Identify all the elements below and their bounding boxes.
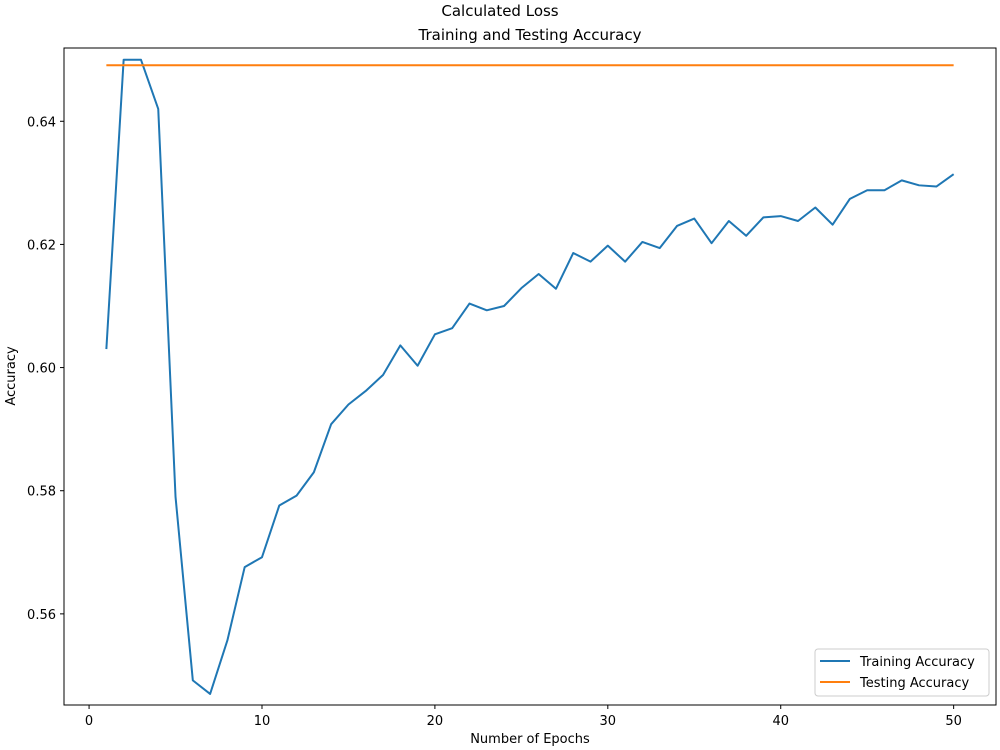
x-tick-label: 40: [772, 714, 789, 729]
x-tick-label: 30: [600, 714, 617, 729]
legend-label-testing: Testing Accuracy: [859, 676, 969, 691]
y-tick-label: 0.58: [27, 485, 56, 500]
series-lines: [105, 58, 955, 695]
y-axis-ticks: 0.56 0.58 0.60 0.62 0.64: [27, 115, 64, 623]
y-tick-label: 0.62: [27, 238, 56, 253]
series-line-training: [105, 58, 955, 695]
plot-area: 0 10 20 30 40 50 0.56 0.58 0.60 0.62 0.64: [27, 47, 997, 729]
y-tick-label: 0.60: [27, 362, 56, 377]
axes-frame: [63, 47, 997, 706]
x-axis-ticks: 0 10 20 30 40 50: [85, 705, 962, 729]
y-tick-label: 0.64: [27, 115, 56, 130]
legend: Training Accuracy Testing Accuracy: [814, 648, 990, 697]
figure-suptitle: Calculated Loss: [441, 2, 558, 20]
x-tick-label: 0: [85, 714, 93, 729]
x-tick-label: 50: [945, 714, 962, 729]
y-axis-label: Accuracy: [4, 346, 19, 406]
chart-title: Training and Testing Accuracy: [418, 26, 642, 44]
y-tick-label: 0.56: [27, 608, 56, 623]
legend-label-training: Training Accuracy: [859, 655, 975, 670]
x-axis-label: Number of Epochs: [470, 732, 590, 747]
x-tick-label: 10: [254, 714, 271, 729]
x-tick-label: 20: [427, 714, 444, 729]
legend-frame: [814, 648, 990, 697]
